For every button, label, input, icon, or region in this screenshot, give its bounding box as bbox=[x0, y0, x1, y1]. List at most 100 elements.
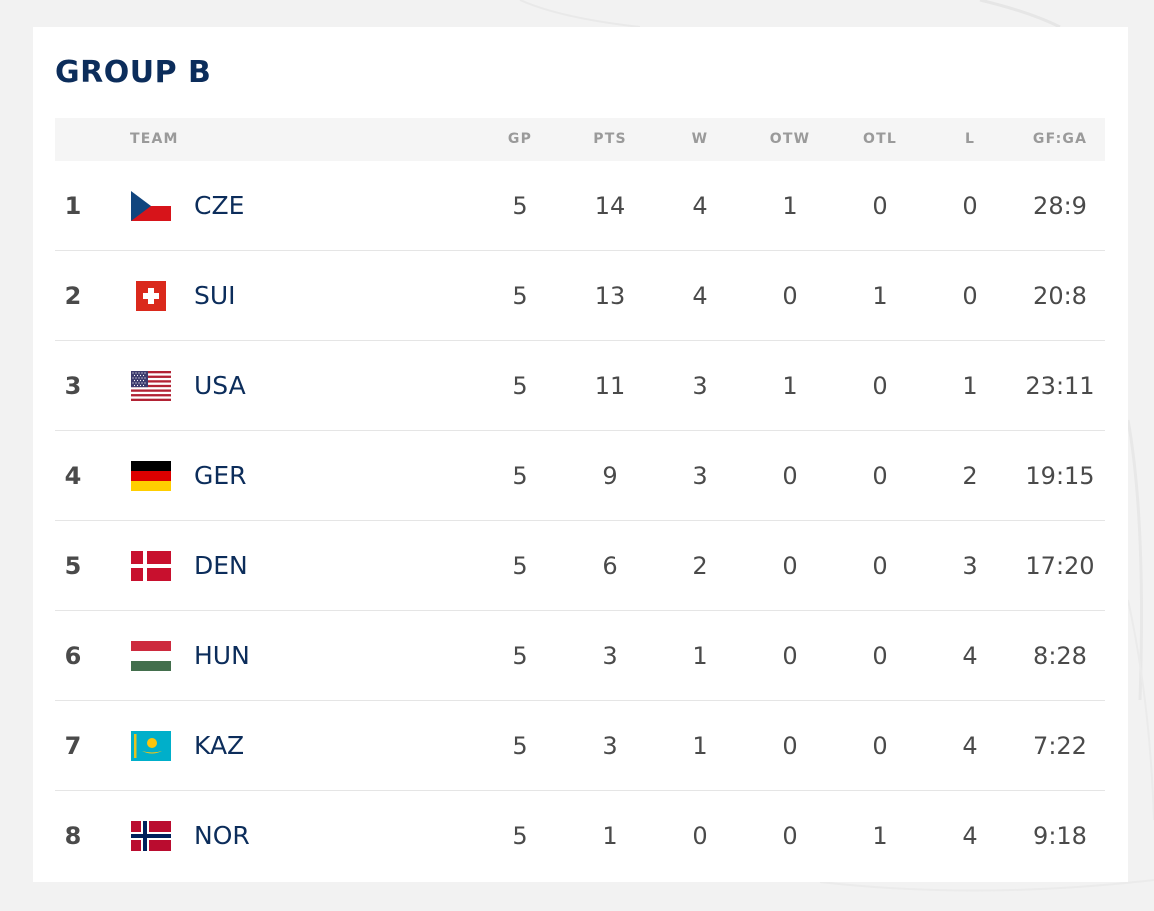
games-played: 5 bbox=[512, 372, 528, 400]
table-row[interactable]: 1 CZE 5 14 4 1 0 0 28:9 bbox=[55, 161, 1105, 251]
table-row[interactable]: 6 HUN 5 3 1 0 0 4 8:28 bbox=[55, 611, 1105, 701]
overtime-wins: 0 bbox=[782, 282, 798, 310]
losses: 3 bbox=[962, 552, 978, 580]
table-body: 1 CZE 5 14 4 1 0 0 28:9 2 bbox=[55, 161, 1105, 881]
overtime-wins: 1 bbox=[782, 372, 798, 400]
flag-kazakhstan-icon bbox=[131, 731, 171, 761]
wins: 1 bbox=[692, 642, 708, 670]
rank: 4 bbox=[64, 462, 82, 490]
header-team: TEAM bbox=[130, 131, 179, 147]
losses: 2 bbox=[962, 462, 978, 490]
points: 6 bbox=[602, 552, 618, 580]
overtime-wins: 0 bbox=[782, 462, 798, 490]
table-header: TEAM GP PTS W OTW OTL L GF:GA bbox=[55, 118, 1105, 161]
flag-denmark-icon bbox=[131, 551, 171, 581]
wins: 1 bbox=[692, 732, 708, 760]
flag-norway-icon bbox=[131, 821, 171, 851]
points: 13 bbox=[594, 282, 626, 310]
team-name[interactable]: CZE bbox=[194, 191, 245, 220]
overtime-losses: 0 bbox=[872, 552, 888, 580]
table-row[interactable]: 8 NOR 5 1 0 0 1 4 9:18 bbox=[55, 791, 1105, 881]
goals-for-against: 17:20 bbox=[1025, 552, 1095, 580]
overtime-losses: 0 bbox=[872, 462, 888, 490]
points: 1 bbox=[602, 822, 618, 850]
table-row[interactable]: 5 DEN 5 6 2 0 0 3 17:20 bbox=[55, 521, 1105, 611]
games-played: 5 bbox=[512, 552, 528, 580]
flag-swiss-icon bbox=[131, 281, 171, 311]
header-l: L bbox=[964, 131, 976, 147]
rank: 3 bbox=[64, 372, 82, 400]
table-row[interactable]: 2 SUI 5 13 4 0 1 0 20:8 bbox=[55, 251, 1105, 341]
flag-germany-icon bbox=[131, 461, 171, 491]
team-name[interactable]: HUN bbox=[194, 641, 250, 670]
points: 11 bbox=[594, 372, 626, 400]
team-name[interactable]: DEN bbox=[194, 551, 248, 580]
overtime-losses: 0 bbox=[872, 372, 888, 400]
goals-for-against: 23:11 bbox=[1025, 372, 1095, 400]
points: 3 bbox=[602, 642, 618, 670]
goals-for-against: 8:28 bbox=[1033, 642, 1087, 670]
overtime-losses: 0 bbox=[872, 642, 888, 670]
wins: 0 bbox=[692, 822, 708, 850]
losses: 0 bbox=[962, 282, 978, 310]
games-played: 5 bbox=[512, 822, 528, 850]
flag-czech-icon bbox=[131, 191, 171, 221]
header-w: W bbox=[691, 131, 709, 147]
team-name[interactable]: SUI bbox=[194, 281, 236, 310]
table-row[interactable]: 4 GER 5 9 3 0 0 2 19:15 bbox=[55, 431, 1105, 521]
goals-for-against: 7:22 bbox=[1033, 732, 1087, 760]
points: 14 bbox=[594, 192, 626, 220]
header-gp: GP bbox=[507, 131, 533, 147]
overtime-wins: 1 bbox=[782, 192, 798, 220]
rank: 7 bbox=[64, 732, 82, 760]
rank: 6 bbox=[64, 642, 82, 670]
header-otl: OTL bbox=[863, 131, 897, 147]
points: 3 bbox=[602, 732, 618, 760]
team-name[interactable]: GER bbox=[194, 461, 247, 490]
goals-for-against: 28:9 bbox=[1033, 192, 1087, 220]
overtime-losses: 1 bbox=[872, 822, 888, 850]
group-title: GROUP B bbox=[55, 55, 212, 90]
team-name[interactable]: USA bbox=[194, 371, 246, 400]
goals-for-against: 9:18 bbox=[1033, 822, 1087, 850]
rank: 2 bbox=[64, 282, 82, 310]
header-pts: PTS bbox=[593, 131, 627, 147]
games-played: 5 bbox=[512, 462, 528, 490]
wins: 3 bbox=[692, 372, 708, 400]
flag-usa-icon bbox=[131, 371, 171, 401]
standings-table: TEAM GP PTS W OTW OTL L GF:GA 1 CZE bbox=[55, 118, 1105, 881]
overtime-wins: 0 bbox=[782, 552, 798, 580]
games-played: 5 bbox=[512, 192, 528, 220]
flag-hungary-icon bbox=[131, 641, 171, 671]
overtime-losses: 0 bbox=[872, 732, 888, 760]
rank: 5 bbox=[64, 552, 82, 580]
header-gfga: GF:GA bbox=[1032, 131, 1088, 147]
games-played: 5 bbox=[512, 282, 528, 310]
rank: 1 bbox=[64, 192, 82, 220]
team-name[interactable]: NOR bbox=[194, 821, 250, 850]
losses: 0 bbox=[962, 192, 978, 220]
wins: 3 bbox=[692, 462, 708, 490]
wins: 4 bbox=[692, 282, 708, 310]
table-row[interactable]: 3 bbox=[55, 341, 1105, 431]
goals-for-against: 20:8 bbox=[1033, 282, 1087, 310]
overtime-wins: 0 bbox=[782, 822, 798, 850]
standings-card: GROUP B TEAM GP PTS W OTW OTL L GF:GA 1 bbox=[33, 27, 1128, 882]
points: 9 bbox=[602, 462, 618, 490]
losses: 4 bbox=[962, 822, 978, 850]
games-played: 5 bbox=[512, 732, 528, 760]
header-otw: OTW bbox=[769, 131, 811, 147]
team-name[interactable]: KAZ bbox=[194, 731, 245, 760]
wins: 2 bbox=[692, 552, 708, 580]
goals-for-against: 19:15 bbox=[1025, 462, 1095, 490]
rank: 8 bbox=[64, 822, 82, 850]
overtime-losses: 0 bbox=[872, 192, 888, 220]
losses: 4 bbox=[962, 732, 978, 760]
games-played: 5 bbox=[512, 642, 528, 670]
overtime-wins: 0 bbox=[782, 732, 798, 760]
table-row[interactable]: 7 KAZ 5 3 1 0 0 4 7:22 bbox=[55, 701, 1105, 791]
losses: 4 bbox=[962, 642, 978, 670]
wins: 4 bbox=[692, 192, 708, 220]
overtime-wins: 0 bbox=[782, 642, 798, 670]
overtime-losses: 1 bbox=[872, 282, 888, 310]
